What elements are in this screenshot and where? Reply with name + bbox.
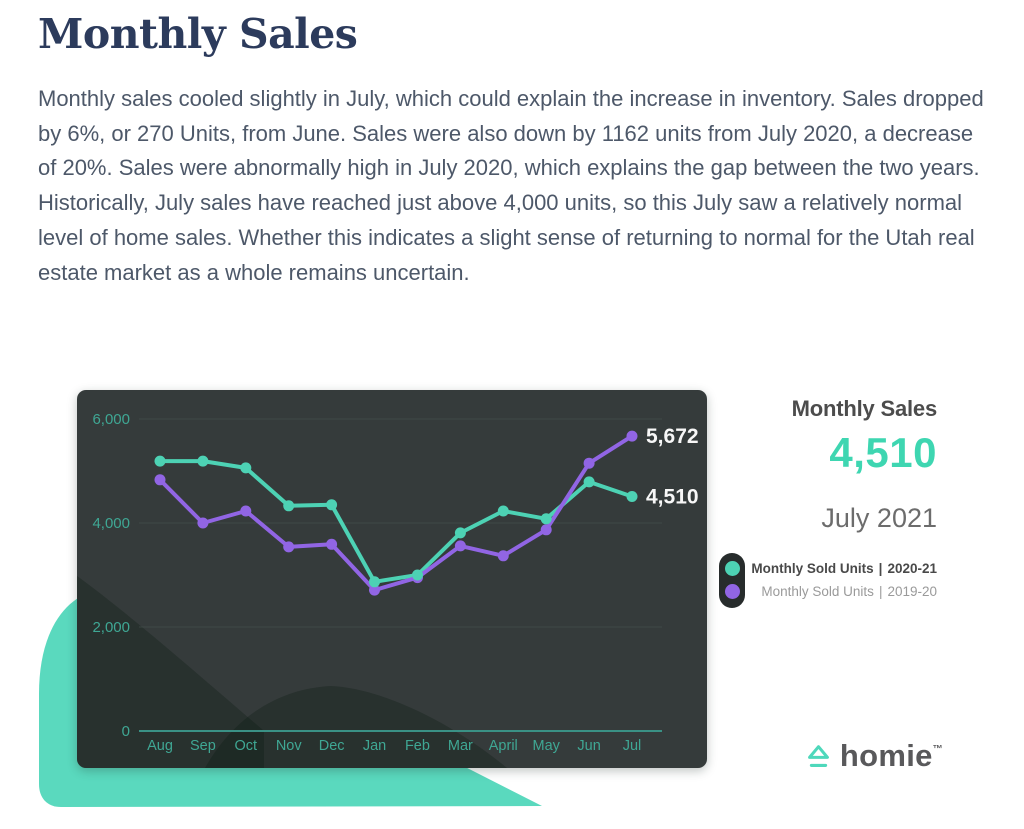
data-point-2019-20-nov	[283, 541, 295, 553]
legend-divider: |	[878, 584, 883, 599]
data-point-2019-20-jun	[583, 457, 595, 469]
data-point-2019-20-aug	[154, 474, 166, 486]
trademark-symbol: ™	[932, 744, 943, 755]
legend-text: Monthly Sold Units | 2020-21 Monthly Sold …	[745, 557, 937, 603]
x-axis-label-mar: Mar	[448, 738, 473, 754]
homie-logo: homie™	[806, 738, 943, 774]
data-point-2020-21-april	[497, 505, 509, 517]
data-point-2020-21-jul	[626, 491, 638, 502]
y-axis-label-0: 0	[122, 723, 130, 740]
summary-panel: Monthly Sales 4,510 July 2021	[717, 396, 938, 534]
chart-legend: Monthly Sold Units | 2020-21 Monthly Sold …	[719, 552, 937, 608]
x-axis-label-nov: Nov	[276, 738, 303, 754]
x-axis-label-dec: Dec	[319, 738, 345, 754]
data-point-2020-21-mar	[454, 527, 466, 539]
x-axis-label-jul: Jul	[623, 738, 642, 754]
legend-entry-2019-20: Monthly Sold Units | 2019-20	[745, 580, 937, 603]
legend-pill	[719, 552, 745, 608]
data-point-2019-20-jan	[369, 584, 380, 596]
data-point-2020-21-oct	[240, 462, 252, 474]
x-axis-label-jan: Jan	[363, 738, 386, 754]
data-point-2019-20-jul	[626, 430, 638, 442]
data-point-2019-20-april	[497, 550, 509, 562]
data-point-2020-21-sep	[197, 455, 209, 467]
legend-label: Monthly Sold Units	[751, 561, 874, 576]
homie-house-icon	[807, 744, 829, 767]
panel-title: Monthly Sales	[791, 396, 938, 421]
page-title: Monthly Sales	[38, 10, 358, 58]
legend-year: 2020-21	[887, 561, 937, 576]
data-point-2019-20-dec	[326, 538, 338, 550]
end-label-2020-21: 4,510	[646, 485, 699, 508]
card-hills	[77, 576, 507, 768]
data-point-2020-21-jan	[369, 576, 380, 588]
data-point-2020-21-feb	[412, 569, 423, 581]
data-point-2019-20-oct	[240, 505, 252, 517]
legend-year: 2019-20	[887, 584, 937, 599]
y-axis-label-4000: 4,000	[92, 515, 130, 532]
hill-shape-left	[77, 576, 264, 768]
y-axis-label-2000: 2,000	[92, 619, 130, 636]
legend-label: Monthly Sold Units	[761, 584, 874, 599]
panel-period: July 2021	[821, 503, 937, 533]
legend-dot-2019-20	[724, 584, 740, 599]
legend-divider: |	[878, 561, 883, 576]
data-point-2020-21-may	[540, 513, 552, 525]
legend-entry-2020-21: Monthly Sold Units | 2020-21	[745, 557, 937, 580]
panel-value: 4,510	[829, 429, 937, 476]
data-point-2020-21-jun	[583, 476, 595, 488]
series-line-2019-20	[158, 434, 634, 593]
x-axis-label-oct: Oct	[235, 738, 258, 754]
data-point-2019-20-mar	[454, 540, 466, 552]
x-axis-label-feb: Feb	[405, 738, 430, 754]
data-point-2020-21-nov	[283, 500, 295, 512]
series-line-2020-21	[158, 459, 634, 584]
x-axis-label-aug: Aug	[147, 738, 173, 754]
sales-line-chart: 6,000 4,000 2,000 0 Aug Sep Oct Nov Dec Jan Feb Mar…	[92, 411, 699, 754]
brand-name: homie™	[839, 738, 943, 773]
end-label-2019-20: 5,672	[646, 425, 699, 448]
legend-dot-2020-21	[724, 561, 740, 576]
x-axis-label-may: May	[532, 738, 560, 754]
data-point-2019-20-sep	[197, 517, 209, 529]
x-axis-label-jun: Jun	[577, 738, 600, 754]
intro-paragraph: Monthly sales cooled slightly in July, w…	[38, 86, 984, 285]
x-axis-label-april: April	[489, 738, 518, 754]
hill-shape-right	[205, 686, 507, 768]
y-axis-label-6000: 6,000	[92, 411, 130, 428]
data-point-2020-21-dec	[326, 499, 338, 511]
x-axis-label-sep: Sep	[190, 738, 216, 754]
chart-card: 6,000 4,000 2,000 0 Aug Sep Oct Nov Dec Jan Feb Mar…	[77, 390, 707, 768]
data-point-2020-21-aug	[154, 455, 166, 467]
data-point-2019-20-may	[540, 524, 552, 536]
